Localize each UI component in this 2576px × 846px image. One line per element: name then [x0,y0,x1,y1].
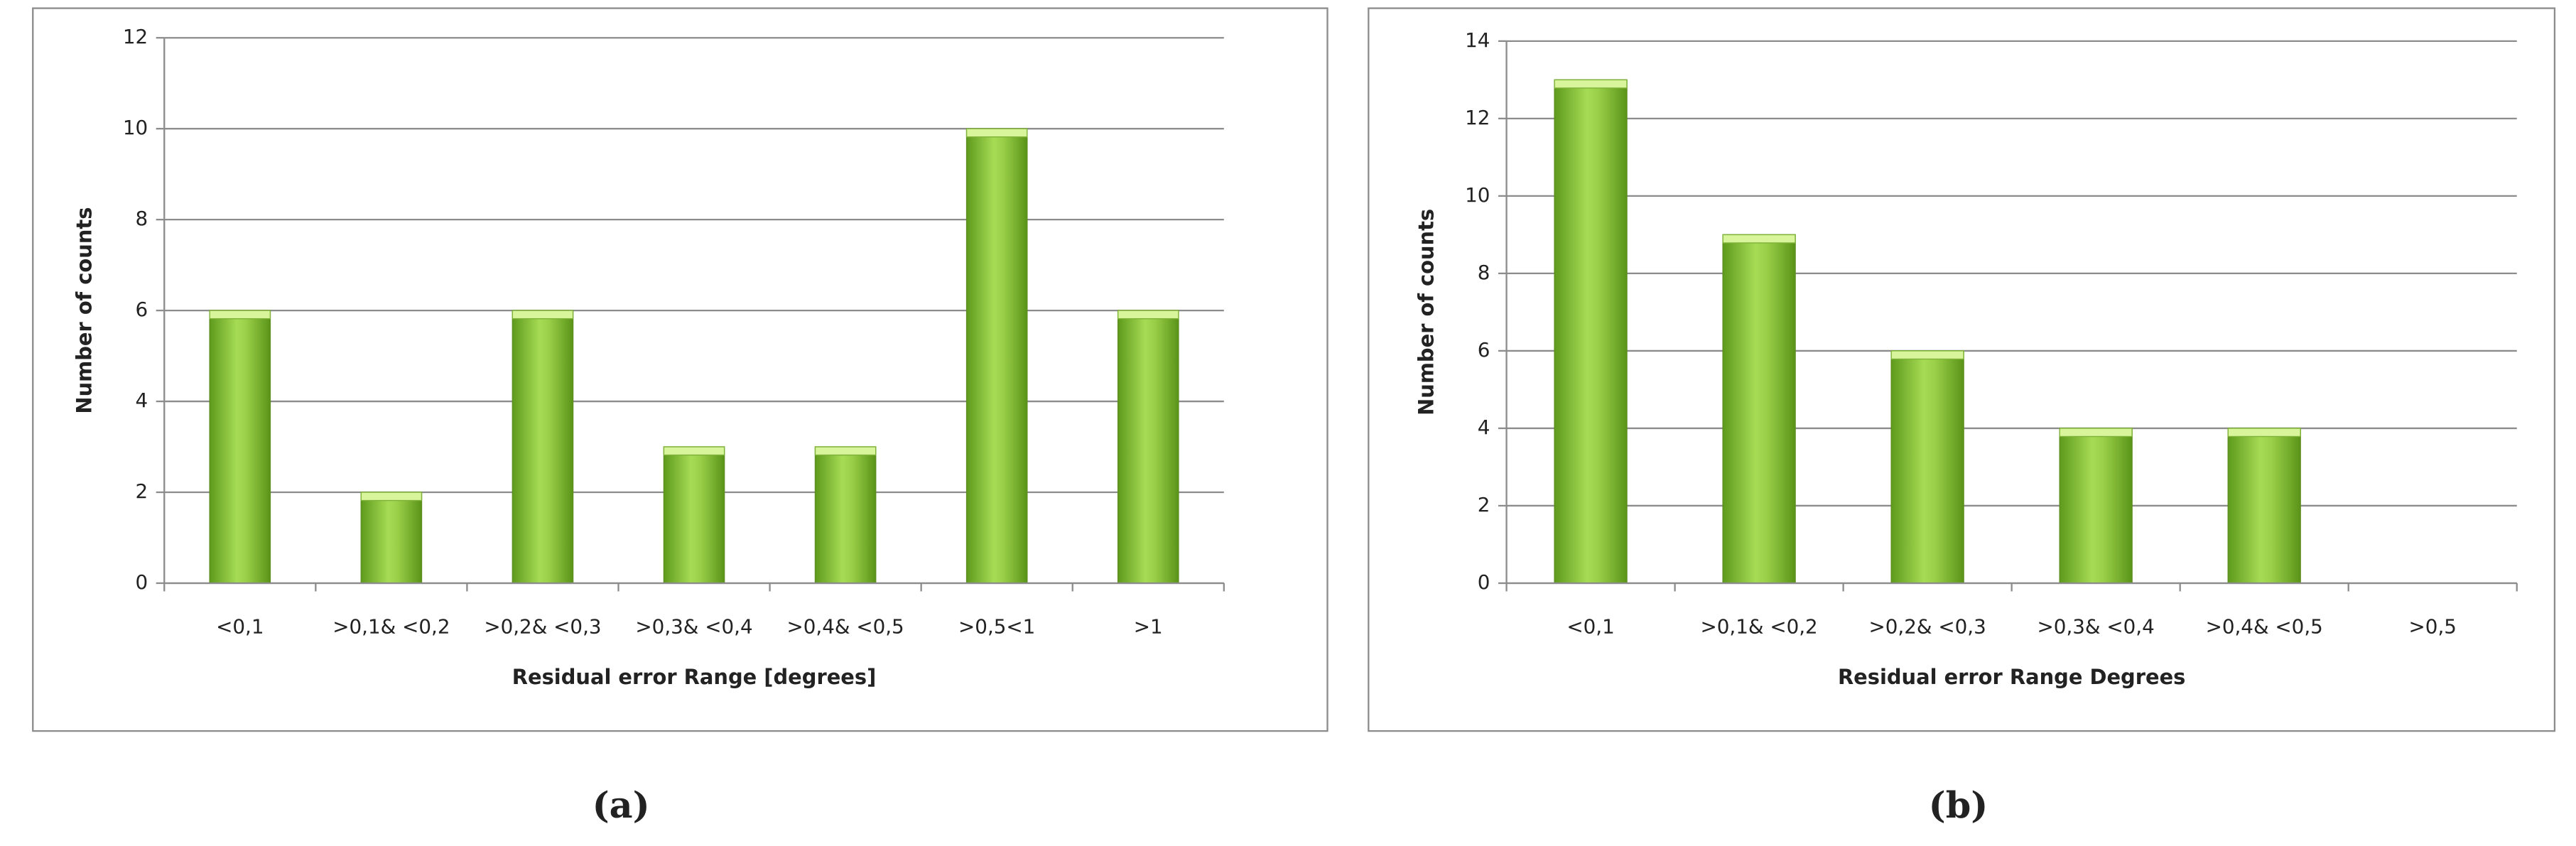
y-tick-label: 10 [1465,183,1490,207]
y-tick-label: 6 [135,298,148,321]
y-tick-label: 10 [123,116,148,139]
y-axis-label: Number of counts [1414,209,1439,416]
bar [663,446,725,584]
bar [965,128,1028,584]
bar-cap [1890,350,1964,360]
chart: 0 2 4 6 8 10 12 14 <0,1 >0,1& <0,2 >0,2& <0,3 >0,3&… [1368,7,2556,826]
bar [512,310,574,584]
x-tick-label: >0,2& <0,3 [1869,614,1986,638]
y-tick-label: 4 [135,389,148,412]
x-tick-label: >0,5<1 [958,614,1035,638]
y-tick-label: 2 [135,479,148,503]
x-tick-label: >0,4& <0,5 [2206,614,2323,638]
bar-cap [1117,310,1179,320]
bar-cap [2227,428,2301,438]
panel-label: (a) [592,783,650,826]
y-tick-label: 2 [1478,493,1490,516]
x-tick-label: >0,1& <0,2 [1700,614,1817,638]
y-tick-label: 12 [1465,106,1490,129]
x-tick-label: >1 [1134,614,1163,638]
bar [360,492,423,584]
y-axis-label: Number of counts [72,207,96,414]
bar-cap [814,446,877,456]
y-tick-label: 6 [1478,338,1490,362]
x-tick-label: >0,3& <0,4 [2037,614,2155,638]
x-tick-label: >0,3& <0,4 [635,614,752,638]
y-tick-label: 0 [135,570,148,594]
y-tick-label: 14 [1465,28,1490,52]
bar-cap [512,310,574,320]
bar [2059,428,2133,584]
bar [1890,350,1964,584]
x-tick-label: >0,2& <0,3 [484,614,601,638]
chart: 0 2 4 6 8 10 12 <0,1 >0,1& <0,2 >0,2& <0,3 >0,3& <… [32,7,1328,826]
y-tick-label: 8 [1478,261,1490,284]
y-tick-label: 0 [1478,570,1490,594]
x-tick-label: >0,4& <0,5 [786,614,904,638]
bar [2227,428,2301,584]
x-tick-label: <0,1 [1566,614,1614,638]
bar-cap [360,492,423,501]
y-tick-label: 12 [123,25,148,48]
bar-cap [965,128,1028,138]
x-tick-label: <0,1 [216,614,264,638]
x-axis-label: Residual error Range Degrees [1838,665,2185,689]
bar [1117,310,1179,584]
bar-cap [2059,428,2133,438]
x-tick-label: >0,5 [2409,614,2457,638]
bar [1554,79,1628,584]
bar-cap [209,310,271,320]
x-axis-label: Residual error Range [degrees] [512,665,877,689]
x-tick-label: >0,1& <0,2 [332,614,450,638]
bar [209,310,271,584]
bar [814,446,877,584]
panel-label: (b) [1929,783,1988,826]
bar-cap [1554,79,1628,89]
bar-cap [1722,234,1796,244]
bar-cap [663,446,725,456]
y-tick-label: 4 [1478,416,1490,439]
y-tick-label: 8 [135,207,148,230]
bar [1722,234,1796,584]
